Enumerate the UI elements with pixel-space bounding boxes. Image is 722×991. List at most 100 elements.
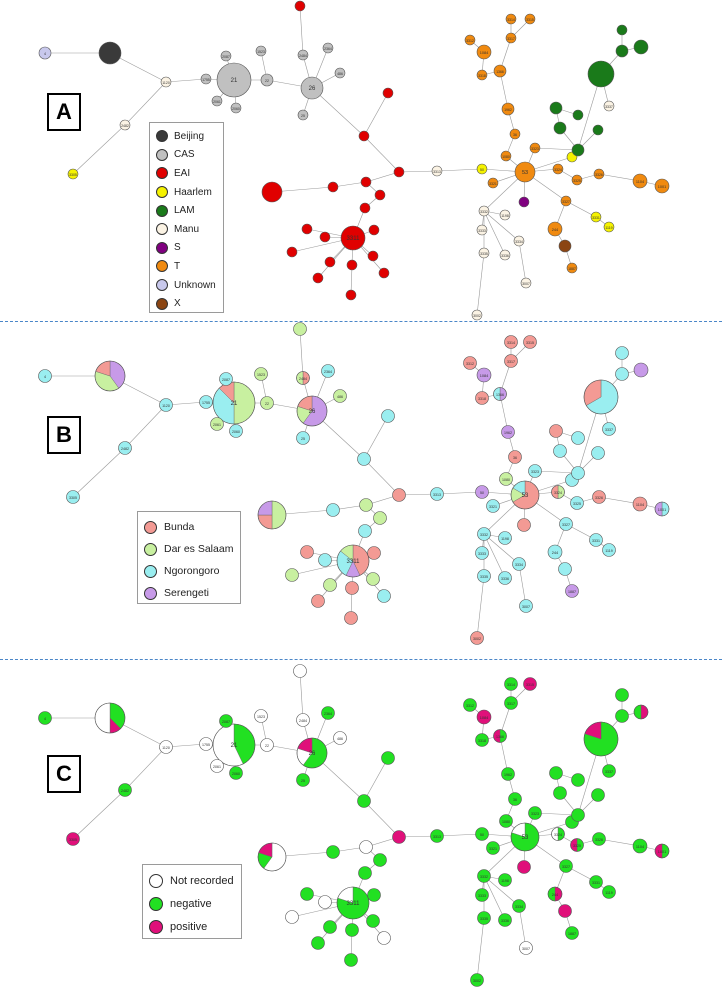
node-b-c2087-label: 2087 xyxy=(222,378,230,382)
node-a-g4 xyxy=(633,39,649,55)
node-a-h50-label: 50 xyxy=(480,168,484,172)
node-c-c26: 26 xyxy=(296,737,328,769)
node-a-m3313: 3313 xyxy=(431,165,443,177)
node-b-e16 xyxy=(311,594,325,608)
node-b-t14-label: 3325 xyxy=(573,502,581,506)
network-edge xyxy=(363,800,400,838)
node-b-m3313-label: 3313 xyxy=(433,493,441,497)
node-c-t3-label: 3314 xyxy=(507,683,515,687)
network-edge xyxy=(72,447,126,498)
node-c-x1 xyxy=(558,904,572,918)
legend-a-label-t: T xyxy=(174,260,181,272)
node-c-g2 xyxy=(615,688,629,702)
legend-a-item-lam: LAM xyxy=(156,201,217,220)
node-b-t4: 3315 xyxy=(523,335,537,349)
node-a-t12: 3323 xyxy=(529,142,541,154)
node-b-t15-label: 3326 xyxy=(595,496,603,500)
node-c-t19: 244 xyxy=(547,886,563,902)
node-b-c2061-label: 2061 xyxy=(213,423,221,427)
network-edge xyxy=(534,812,579,816)
legend-a-label-unknown: Unknown xyxy=(174,279,216,291)
node-a-t10: 1080 xyxy=(500,150,512,162)
node-b-t13-label: 3324 xyxy=(554,491,562,495)
node-a-c2061: 2061 xyxy=(211,95,223,107)
legend-a-swatch-haarlem xyxy=(156,186,168,199)
node-c-m1120-label: 1120 xyxy=(162,746,170,750)
node-c-h1: 3305 xyxy=(66,832,80,846)
node-b-t16: 1104 xyxy=(632,496,648,512)
node-a-e8 xyxy=(359,202,371,214)
node-c-t4-label: 3315 xyxy=(526,683,534,687)
node-a-c1755-label: 1755 xyxy=(202,78,210,82)
node-b-e15 xyxy=(366,572,380,586)
node-a-t14-label: 3325 xyxy=(573,179,581,183)
node-b-t9-label: 36 xyxy=(513,456,517,460)
node-a-t3-label: 3314 xyxy=(507,18,515,22)
legend-c-swatch-positive xyxy=(149,919,163,934)
node-b-t10: 1080 xyxy=(499,472,513,486)
node-c-c25: 25 xyxy=(296,773,310,787)
node-a-t9: 36 xyxy=(509,128,521,140)
node-b-g7 xyxy=(553,444,567,458)
node-a-e13 xyxy=(324,256,336,268)
separator-a-b xyxy=(0,321,722,322)
node-a-t13: 3324 xyxy=(552,163,564,175)
node-b-t18: 3327 xyxy=(559,517,573,531)
node-b-x1 xyxy=(558,562,572,576)
node-b-c21: 21 xyxy=(212,381,256,425)
node-c-t5: 3317 xyxy=(504,696,518,710)
node-a-t17: 1001 xyxy=(654,178,670,194)
node-b-e7 xyxy=(373,511,387,525)
node-b-m2482: 2482 xyxy=(118,441,132,455)
node-c-t9-label: 36 xyxy=(513,798,517,802)
node-a-e12 xyxy=(286,246,298,258)
node-c-m3313-label: 3313 xyxy=(433,835,441,839)
network-edge xyxy=(165,78,207,83)
node-a-c2364: 2364 xyxy=(322,42,334,54)
node-c-e2 xyxy=(357,794,371,808)
node-c-t20-label: 1887 xyxy=(568,932,576,936)
node-b-c2364-label: 2364 xyxy=(324,370,332,374)
legend-b-swatch-serengeti xyxy=(144,586,157,600)
node-c-g5 xyxy=(549,766,563,780)
node-c-c2060-label: 2060 xyxy=(232,772,240,776)
node-a-ec: 3311 xyxy=(340,225,366,251)
node-a-c702 xyxy=(294,0,306,12)
node-c-e6 xyxy=(326,845,340,859)
node-b-t3: 3314 xyxy=(504,335,518,349)
node-c-g1 xyxy=(583,721,619,757)
node-a-t5-label: 3317 xyxy=(507,37,515,41)
node-c-h50: 50 xyxy=(475,827,489,841)
node-c-t8: 1962 xyxy=(501,767,515,781)
node-c-m2482: 2482 xyxy=(118,783,132,797)
node-c-t11: 3321 xyxy=(486,841,500,855)
node-b-m1120-label: 1120 xyxy=(162,404,170,408)
node-b-tc-label: 53 xyxy=(522,493,529,499)
node-a-tc-label: 53 xyxy=(522,170,528,176)
node-a-e2 xyxy=(358,130,370,142)
node-c-c2484: 2484 xyxy=(296,713,310,727)
node-b-h1-label: 3305 xyxy=(69,496,77,500)
node-a-c22-label: 22 xyxy=(265,79,269,83)
node-c-e15 xyxy=(366,914,380,928)
network-edge xyxy=(483,875,520,907)
node-b-c1755: 1755 xyxy=(199,395,213,409)
node-c-t13-label: 3324 xyxy=(554,833,562,837)
node-c-mm9-label: 3002 xyxy=(473,979,481,983)
legend-a-item-s: S xyxy=(156,239,217,258)
node-b-t11: 3321 xyxy=(486,499,500,513)
node-c-t14-label: 3325 xyxy=(573,844,581,848)
panel-label-b: B xyxy=(47,416,81,454)
node-c-mm6: 3335 xyxy=(477,911,491,925)
node-a-mm1: 3337 xyxy=(603,100,615,112)
node-b-t1-label: 3312 xyxy=(466,362,474,366)
node-a-t2-label: 1084 xyxy=(480,51,489,55)
legend-a-swatch-eai xyxy=(156,167,168,180)
node-b-mm4: 3333 xyxy=(475,546,489,560)
node-c-c22-label: 22 xyxy=(265,744,269,748)
legend-c-swatch-negative xyxy=(149,896,163,911)
legend-a-swatch-beijing xyxy=(156,130,168,143)
node-b-c2484-label: 2484 xyxy=(299,377,307,381)
node-a-c2060-label: 2060 xyxy=(232,107,240,111)
